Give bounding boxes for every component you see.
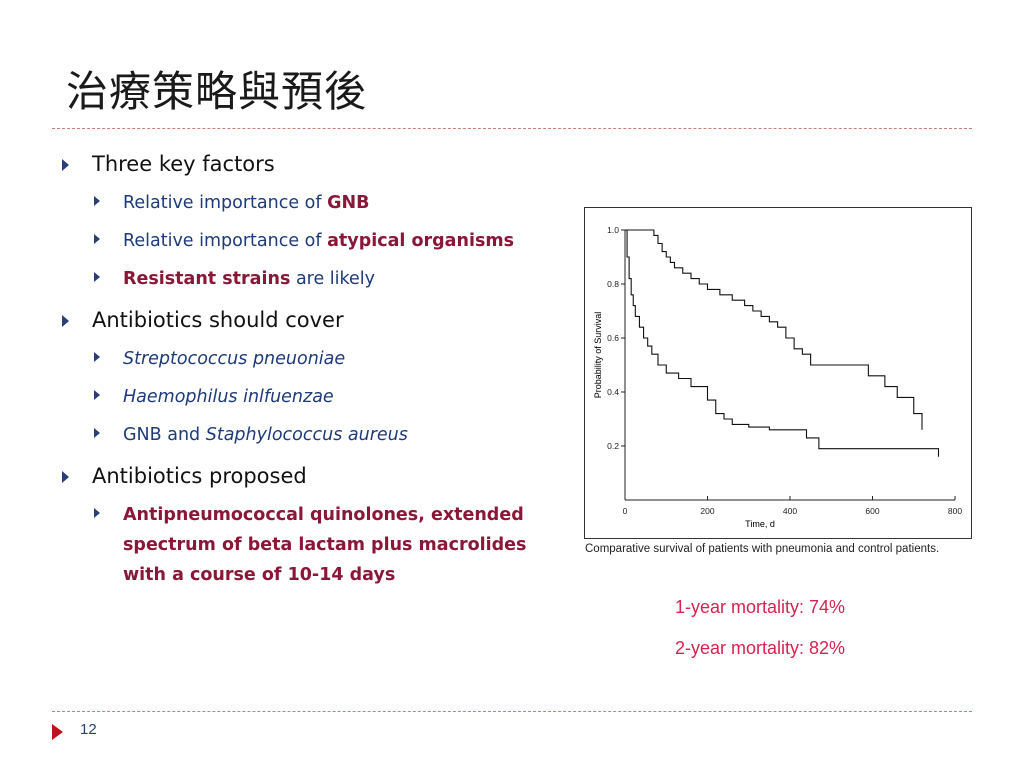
bullet-arrow-icon	[94, 508, 100, 518]
bullet-list: Three key factors Relative importance of…	[62, 150, 542, 598]
highlight-text: Antipneumococcal quinolones, extended sp…	[123, 505, 527, 585]
bullet-text: Three key factors	[92, 152, 275, 176]
mortality-2-year: 2-year mortality: 82%	[675, 638, 846, 658]
y-tick-label: 1.0	[607, 225, 619, 235]
bullet-arrow-icon	[94, 352, 100, 362]
mortality-1-year: 1-year mortality: 74%	[675, 597, 846, 617]
bullet-arrow-icon	[94, 390, 100, 400]
sub-bullet-text: are likely	[290, 269, 376, 289]
bullet-arrow-icon	[62, 471, 69, 483]
sub-bullet-gnb-staph: GNB and Staphylococcus aureus	[62, 420, 542, 450]
y-tick-label: 0.2	[607, 441, 619, 451]
title-divider	[52, 128, 972, 129]
figure-caption: Comparative survival of patients with pn…	[585, 543, 940, 555]
bullet-arrow-icon	[62, 159, 69, 171]
page-title: 治療策略與預後	[66, 67, 368, 116]
sub-bullet-text: Relative importance of	[123, 193, 328, 213]
y-tick-label: 0.8	[607, 279, 619, 289]
bullet-arrow-icon	[94, 272, 100, 282]
sub-bullet-haemophilus: Haemophilus inlfuenzae	[62, 382, 542, 412]
x-tick-label: 200	[700, 506, 714, 516]
sub-bullet-resistant: Resistant strains are likely	[62, 264, 542, 294]
x-axis-label: Time, d	[745, 519, 775, 529]
bullet-text: Antibiotics should cover	[92, 308, 344, 332]
bullet-text: Antibiotics proposed	[92, 464, 307, 488]
sub-bullet-regimen: Antipneumococcal quinolones, extended sp…	[62, 500, 543, 590]
survival-chart-svg: 0 200 400 600 800 0.2 0.4 0.6 0.8 1.0 Time, d Pro…	[593, 225, 962, 529]
italic-text: Staphylococcus aureus	[205, 425, 408, 445]
bullet-arrow-icon	[94, 196, 100, 206]
bullet-arrow-icon	[94, 234, 100, 244]
x-tick-label: 400	[783, 506, 797, 516]
y-tick-label: 0.6	[607, 333, 619, 343]
x-tick-label: 600	[865, 506, 879, 516]
bullet-arrow-icon	[94, 428, 100, 438]
highlight-text: Resistant strains	[123, 269, 291, 289]
sub-bullet-atypical: Relative importance of atypical organism…	[62, 226, 542, 256]
sub-bullet-text: Relative importance of	[123, 231, 328, 251]
survival-curve-1	[625, 229, 923, 430]
highlight-text: GNB	[327, 193, 370, 213]
highlight-text: atypical organisms	[327, 231, 515, 251]
italic-text: Haemophilus inlfuenzae	[123, 387, 334, 407]
sub-bullet-text: GNB and	[123, 425, 206, 445]
footer-divider	[52, 711, 972, 712]
bullet-three-key-factors: Three key factors	[62, 150, 542, 178]
survival-curve-2	[625, 229, 940, 457]
bullet-arrow-icon	[62, 315, 69, 327]
y-axis-label: Probability of Survival	[593, 312, 603, 399]
page-number: 12	[80, 721, 97, 738]
y-tick-label: 0.4	[607, 387, 619, 397]
x-tick-label: 0	[623, 506, 628, 516]
italic-text: Streptococcus pneuoniae	[123, 349, 346, 369]
sub-bullet-gnb: Relative importance of GNB	[62, 188, 542, 218]
survival-chart: 0 200 400 600 800 0.2 0.4 0.6 0.8 1.0 Time, d Pro…	[584, 207, 972, 539]
footer-arrow-icon	[52, 724, 63, 740]
sub-bullet-streptococcus: Streptococcus pneuoniae	[62, 344, 542, 374]
x-tick-label: 800	[948, 506, 962, 516]
bullet-antibiotics-cover: Antibiotics should cover	[62, 306, 542, 334]
bullet-antibiotics-proposed: Antibiotics proposed	[62, 462, 542, 490]
